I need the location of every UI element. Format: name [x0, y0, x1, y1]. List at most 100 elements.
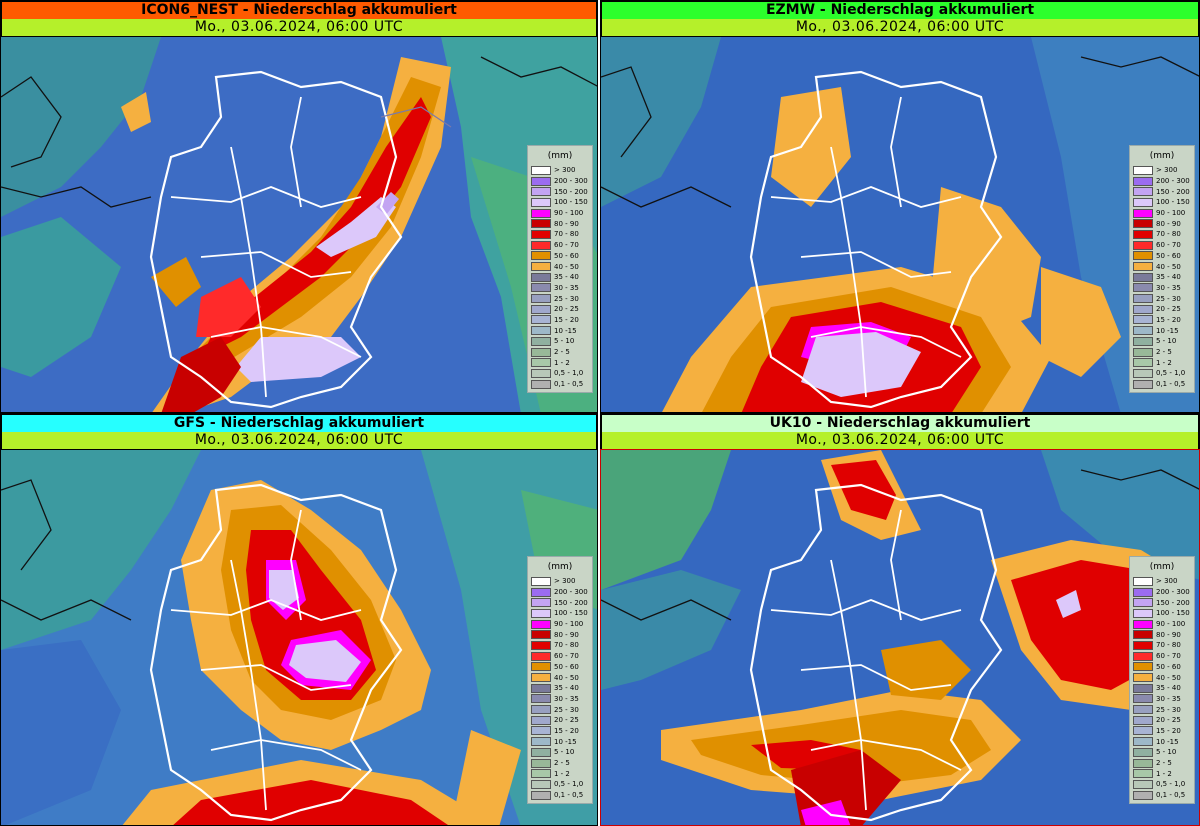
legend-unit: (mm) — [1149, 151, 1175, 161]
legend-swatch — [531, 283, 551, 293]
legend-label: 70 - 80 — [1156, 230, 1181, 239]
legend-row: 60 - 70 — [528, 240, 592, 251]
legend-label: 1 - 2 — [1156, 769, 1172, 778]
legend-swatch — [1133, 673, 1153, 683]
legend-swatch — [1133, 294, 1153, 304]
legend-swatch — [531, 758, 551, 768]
forecast-date: Mo., 03.06.2024, 06:00 UTC — [602, 19, 1198, 36]
legend-swatch — [1133, 619, 1153, 629]
legend-swatch — [1133, 240, 1153, 250]
legend-label: 60 - 70 — [1156, 652, 1181, 661]
legend-row: 0,5 - 1,0 — [528, 368, 592, 379]
legend-row: 70 - 80 — [528, 640, 592, 651]
legend-row: 1 - 2 — [528, 768, 592, 779]
legend-row: 90 - 100 — [528, 208, 592, 219]
legend-swatch — [1133, 779, 1153, 789]
legend-swatch — [1133, 747, 1153, 757]
legend-label: 20 - 25 — [1156, 716, 1181, 725]
legend-label: 30 - 35 — [554, 694, 579, 703]
legend-label: 100 - 150 — [1156, 609, 1190, 618]
legend-row: > 300 — [528, 576, 592, 587]
legend-swatch — [531, 683, 551, 693]
legend-swatch — [1133, 176, 1153, 186]
legend-row: 200 - 300 — [528, 587, 592, 598]
legend-label: 100 - 150 — [554, 198, 588, 207]
legend-swatch — [1133, 283, 1153, 293]
legend-label: 200 - 300 — [554, 588, 588, 597]
precipitation-legend: (mm) > 300 200 - 300 150 - 200 100 - 150 90 -… — [527, 556, 593, 805]
legend-swatch — [531, 262, 551, 272]
legend-unit: (mm) — [547, 562, 573, 572]
legend-row: 20 - 25 — [528, 304, 592, 315]
legend-label: 70 - 80 — [554, 230, 579, 239]
legend-row: 10 -15 — [1130, 325, 1194, 336]
legend-label: 5 - 10 — [554, 337, 575, 346]
legend-row: 30 - 35 — [528, 694, 592, 705]
legend-row: 0,1 - 0,5 — [528, 790, 592, 801]
legend-row: 50 - 60 — [1130, 251, 1194, 262]
legend-row: 100 - 150 — [1130, 197, 1194, 208]
model-title: GFS - Niederschlag akkumuliert — [2, 415, 596, 432]
legend-row: 80 - 90 — [528, 218, 592, 229]
legend-swatch — [531, 630, 551, 640]
legend-swatch — [1133, 630, 1153, 640]
legend-swatch — [1133, 229, 1153, 239]
legend-row: 10 -15 — [1130, 736, 1194, 747]
legend-swatch — [531, 368, 551, 378]
legend-label: 50 - 60 — [1156, 662, 1181, 671]
legend-swatch — [531, 640, 551, 650]
legend-swatch — [1133, 694, 1153, 704]
legend-label: 25 - 30 — [554, 705, 579, 714]
legend-row: 100 - 150 — [528, 608, 592, 619]
legend-swatch — [531, 769, 551, 779]
legend-swatch — [531, 379, 551, 389]
legend-swatch — [1133, 208, 1153, 218]
legend-row: > 300 — [528, 165, 592, 176]
legend-swatch — [531, 694, 551, 704]
legend-swatch — [1133, 576, 1153, 586]
legend-row: 80 - 90 — [528, 629, 592, 640]
legend-swatch — [1133, 726, 1153, 736]
legend-row: 30 - 35 — [528, 283, 592, 294]
panel-header: ICON6_NEST - Niederschlag akkumuliert Mo… — [0, 0, 598, 36]
legend-swatch — [531, 662, 551, 672]
legend-label: 5 - 10 — [1156, 748, 1177, 757]
legend-label: 80 - 90 — [1156, 219, 1181, 228]
model-title: UK10 - Niederschlag akkumuliert — [602, 415, 1198, 432]
legend-row: 0,1 - 0,5 — [1130, 790, 1194, 801]
legend-label: 0,1 - 0,5 — [1156, 380, 1186, 389]
legend-row: 30 - 35 — [1130, 283, 1194, 294]
legend-swatch — [531, 272, 551, 282]
legend-row: 0,5 - 1,0 — [1130, 368, 1194, 379]
legend-label: 35 - 40 — [1156, 273, 1181, 282]
legend-row: 0,5 - 1,0 — [1130, 779, 1194, 790]
legend-row: 20 - 25 — [528, 715, 592, 726]
map-graphic — [1, 37, 597, 412]
legend-label: 1 - 2 — [1156, 358, 1172, 367]
legend-row: 1 - 2 — [1130, 768, 1194, 779]
legend-row: 35 - 40 — [528, 272, 592, 283]
forecast-date: Mo., 03.06.2024, 06:00 UTC — [2, 432, 596, 449]
legend-row: 50 - 60 — [528, 251, 592, 262]
legend-label: 1 - 2 — [554, 358, 570, 367]
legend-label: 200 - 300 — [554, 177, 588, 186]
legend-row: 40 - 50 — [528, 672, 592, 683]
legend-label: 150 - 200 — [554, 598, 588, 607]
legend-swatch — [1133, 737, 1153, 747]
legend-row: 1 - 2 — [1130, 357, 1194, 368]
legend-label: 50 - 60 — [1156, 251, 1181, 260]
legend-swatch — [1133, 769, 1153, 779]
legend-label: 1 - 2 — [554, 769, 570, 778]
legend-swatch — [1133, 326, 1153, 336]
legend-swatch — [1133, 262, 1153, 272]
legend-label: 2 - 5 — [554, 759, 570, 768]
precipitation-legend: (mm) > 300 200 - 300 150 - 200 100 - 150 90 -… — [527, 145, 593, 394]
legend-label: 80 - 90 — [554, 630, 579, 639]
legend-swatch — [531, 208, 551, 218]
legend-row: 35 - 40 — [1130, 683, 1194, 694]
legend-row: 25 - 30 — [528, 293, 592, 304]
legend-label: 25 - 30 — [1156, 705, 1181, 714]
legend-row: 80 - 90 — [1130, 218, 1194, 229]
legend-label: 200 - 300 — [1156, 588, 1190, 597]
legend-swatch — [1133, 758, 1153, 768]
